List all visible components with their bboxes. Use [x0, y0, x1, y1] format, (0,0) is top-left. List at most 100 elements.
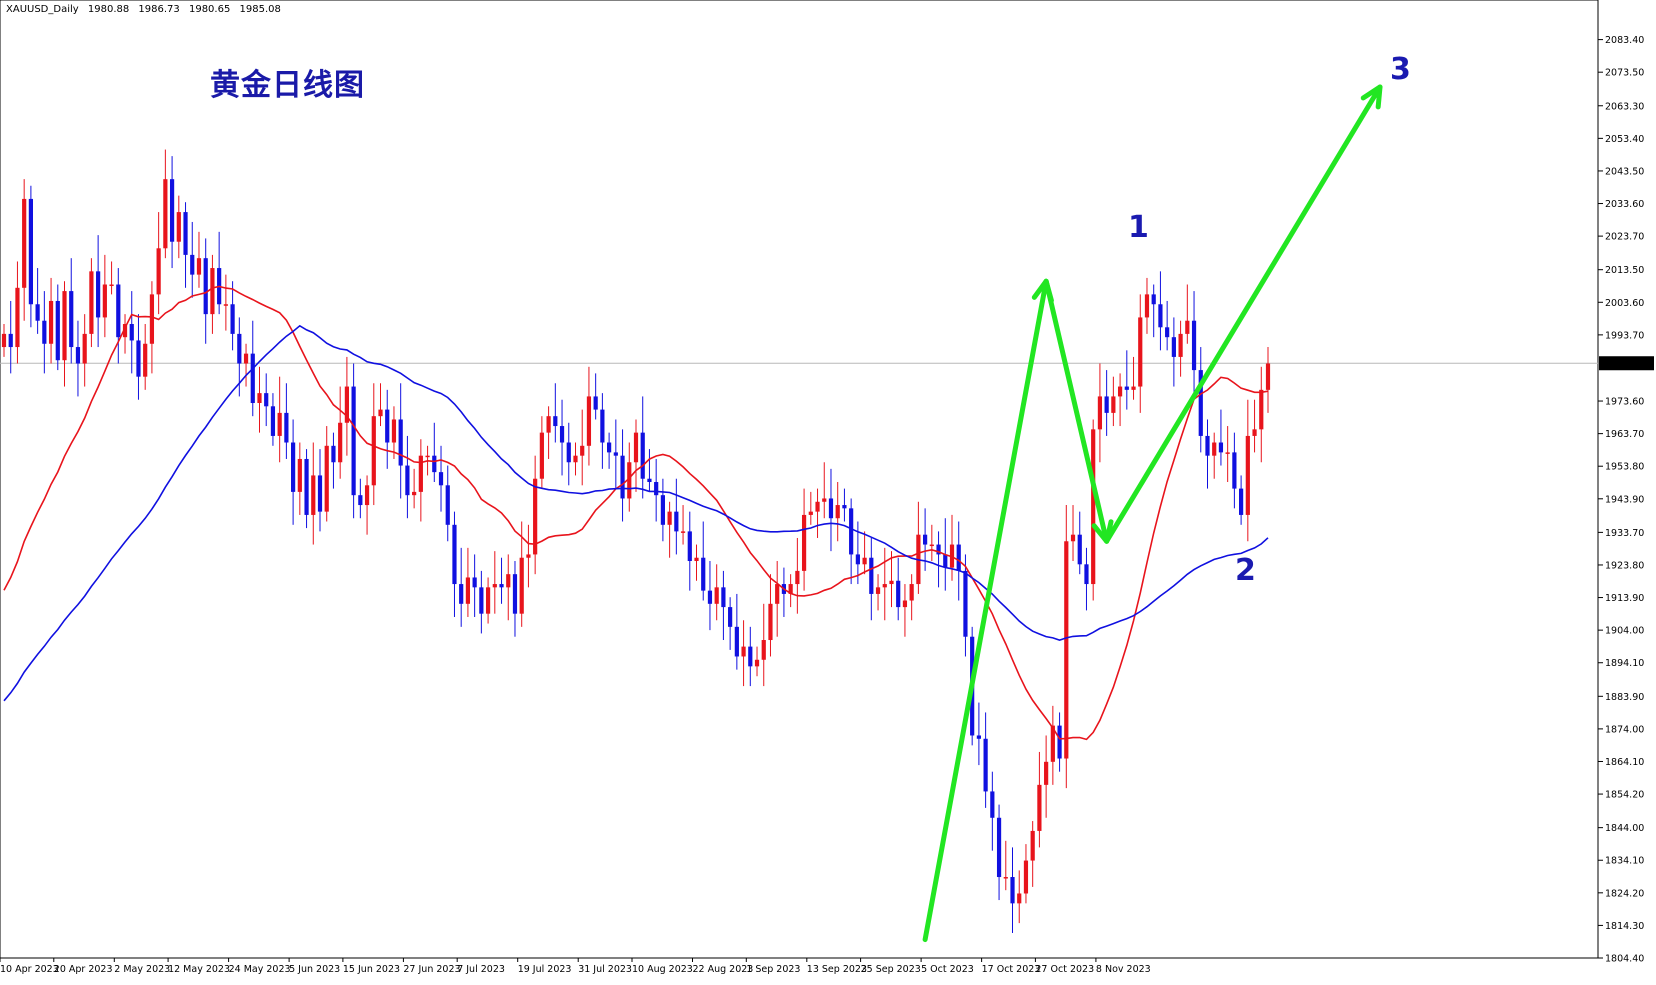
candle-body	[539, 432, 544, 479]
candle-body	[996, 817, 1002, 878]
chart-header: XAUUSD_Daily 1980.88 1986.73 1980.65 198…	[6, 4, 287, 15]
candle-body	[1124, 386, 1129, 390]
candle-body	[122, 324, 128, 338]
wave-label-2: 2	[1235, 553, 1256, 588]
x-tick-label: 8 Nov 2023	[1096, 964, 1151, 975]
candle-body	[116, 284, 121, 338]
x-tick-label: 31 Jul 2023	[578, 964, 632, 975]
candle-body	[149, 294, 155, 344]
y-tick-label: 1864.10	[1605, 757, 1644, 768]
x-tick-label: 5 Oct 2023	[921, 964, 974, 975]
candle-body	[929, 544, 934, 547]
candle-body	[801, 514, 807, 571]
y-tick-label: 1904.00	[1605, 626, 1644, 637]
candle-body	[707, 590, 713, 604]
candle-body	[902, 600, 908, 608]
candle-body	[667, 511, 672, 525]
y-tick-label: 1923.80	[1605, 560, 1644, 571]
x-tick-label: 20 Apr 2023	[54, 964, 113, 975]
candle-body	[1037, 784, 1042, 831]
candle-body	[1057, 725, 1062, 759]
candle-body	[1205, 435, 1210, 456]
candle-body	[331, 445, 336, 463]
candle-body	[775, 584, 780, 604]
y-tick-label: 1963.70	[1605, 429, 1644, 440]
candle-body	[499, 584, 504, 588]
y-tick-label: 1993.70	[1605, 330, 1644, 341]
ma-slow-line	[3, 324, 1269, 702]
candle-body	[351, 386, 356, 496]
candle-body	[573, 455, 578, 463]
candle-body	[250, 353, 255, 404]
current-price-label: 1985.08	[1602, 359, 1641, 370]
candle-body	[277, 412, 282, 436]
candle-body	[378, 409, 383, 417]
candle-body	[55, 300, 60, 361]
y-tick-label: 1973.60	[1605, 397, 1644, 408]
candle-body	[1218, 442, 1224, 453]
candle-body	[1232, 452, 1237, 489]
y-tick-label: 1913.90	[1605, 593, 1644, 604]
candle-body	[526, 554, 531, 558]
candle-body	[485, 587, 491, 614]
candle-body	[640, 432, 645, 479]
candle-body	[1225, 452, 1230, 454]
candle-body	[896, 580, 901, 608]
candle-body	[586, 396, 592, 446]
candle-body	[385, 409, 390, 443]
candle-body	[391, 419, 397, 443]
y-tick-label: 1883.90	[1605, 692, 1644, 703]
candle-body	[828, 498, 834, 519]
y-tick-label: 1824.20	[1605, 888, 1644, 899]
candle-body	[196, 258, 202, 275]
candle-body	[257, 393, 262, 404]
candle-body	[795, 570, 800, 585]
candle-body	[633, 432, 639, 463]
candle-body	[875, 587, 881, 594]
candle-body	[230, 304, 235, 334]
candle-body	[1003, 877, 1008, 879]
candle-body	[768, 603, 773, 641]
candle-body	[923, 534, 928, 545]
candle-body	[714, 587, 719, 604]
candle-body	[1091, 429, 1096, 585]
candle-body	[734, 626, 739, 657]
candle-body	[156, 248, 161, 295]
candle-body	[143, 343, 148, 377]
y-tick-label: 1933.70	[1605, 528, 1644, 539]
candle-body	[89, 271, 94, 334]
candle-body	[546, 416, 551, 433]
candle-body	[1252, 429, 1257, 436]
wave-arrow-2	[1043, 278, 1110, 544]
candle-body	[398, 419, 403, 466]
y-tick-label: 1854.20	[1605, 790, 1644, 801]
candle-body	[35, 304, 40, 321]
candle-body	[728, 607, 733, 627]
y-tick-label: 1844.00	[1605, 823, 1644, 834]
candle-body	[990, 791, 995, 818]
candle-body	[580, 445, 585, 456]
candle-body	[15, 287, 20, 348]
candle-body	[754, 659, 760, 667]
candle-body	[69, 291, 74, 348]
candle-body	[1259, 389, 1264, 430]
candle-body	[1144, 294, 1150, 318]
x-tick-label: 13 Sep 2023	[807, 964, 867, 975]
candle-body	[1138, 317, 1143, 387]
candle-body	[22, 198, 27, 288]
candle-body	[438, 472, 444, 486]
candle-body	[506, 574, 511, 588]
x-tick-label: 10 Aug 2023	[632, 964, 693, 975]
x-tick-label: 25 Sep 2023	[861, 964, 921, 975]
y-tick-label: 2033.60	[1605, 199, 1644, 210]
candle-body	[1265, 363, 1271, 390]
plot-area	[0, 0, 1599, 959]
candle-body	[613, 452, 618, 456]
candle-body	[593, 396, 598, 410]
candle-body	[1117, 386, 1123, 397]
candle-body	[889, 580, 894, 585]
candle-body	[869, 557, 874, 594]
candle-body	[1178, 333, 1183, 357]
candle-body	[311, 475, 316, 515]
